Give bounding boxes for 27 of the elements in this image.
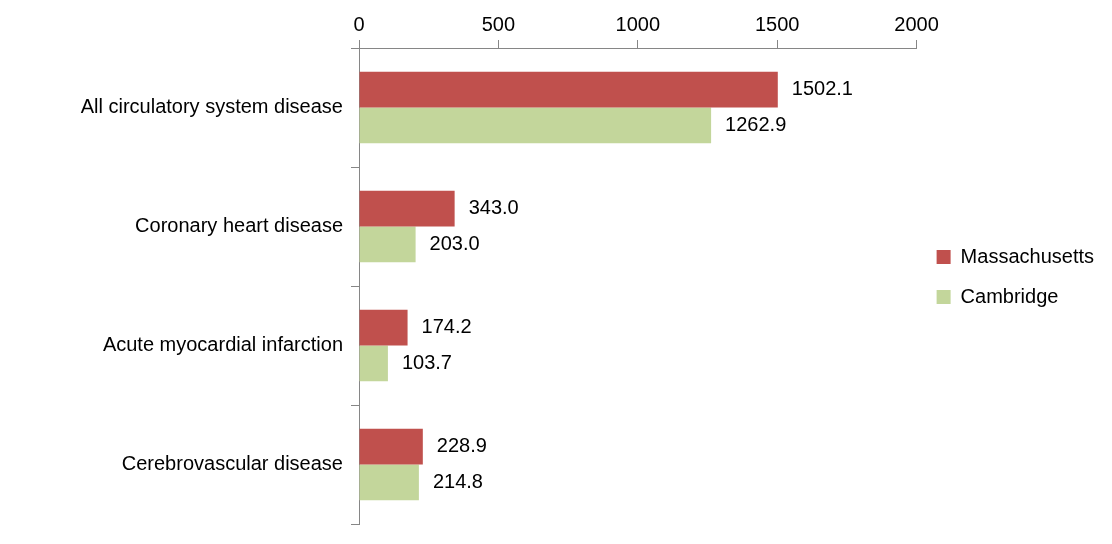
data-label: 103.7 [401,350,452,373]
x-tick-label: 500 [481,12,516,35]
data-label: 174.2 [421,315,472,338]
x-tick-label: 0 [353,12,365,35]
x-tick-label: 1500 [754,12,800,35]
data-label: 214.8 [432,469,483,492]
y-tick-label: Cerebrovascular disease [121,452,343,475]
bar [359,309,408,346]
data-label: 1502.1 [791,77,853,100]
data-label: 1262.9 [725,112,787,135]
bar [359,464,419,501]
y-tick-label: All circulatory system disease [80,95,343,118]
bar [359,428,423,465]
data-label: 203.0 [429,231,480,254]
bar [359,71,778,108]
y-tick-label: Acute myocardial infarction [102,333,343,356]
x-tick-label: 1000 [615,12,661,35]
legend-label: Massachusetts [960,244,1094,267]
legend-label: Cambridge [960,284,1059,307]
data-label: 343.0 [468,196,519,219]
y-tick-label: Coronary heart disease [135,214,343,237]
bar [359,226,416,263]
bar [359,345,388,382]
bar [359,190,455,227]
x-tick-label: 2000 [894,12,939,35]
data-label: 228.9 [436,434,487,457]
bar [359,107,712,144]
